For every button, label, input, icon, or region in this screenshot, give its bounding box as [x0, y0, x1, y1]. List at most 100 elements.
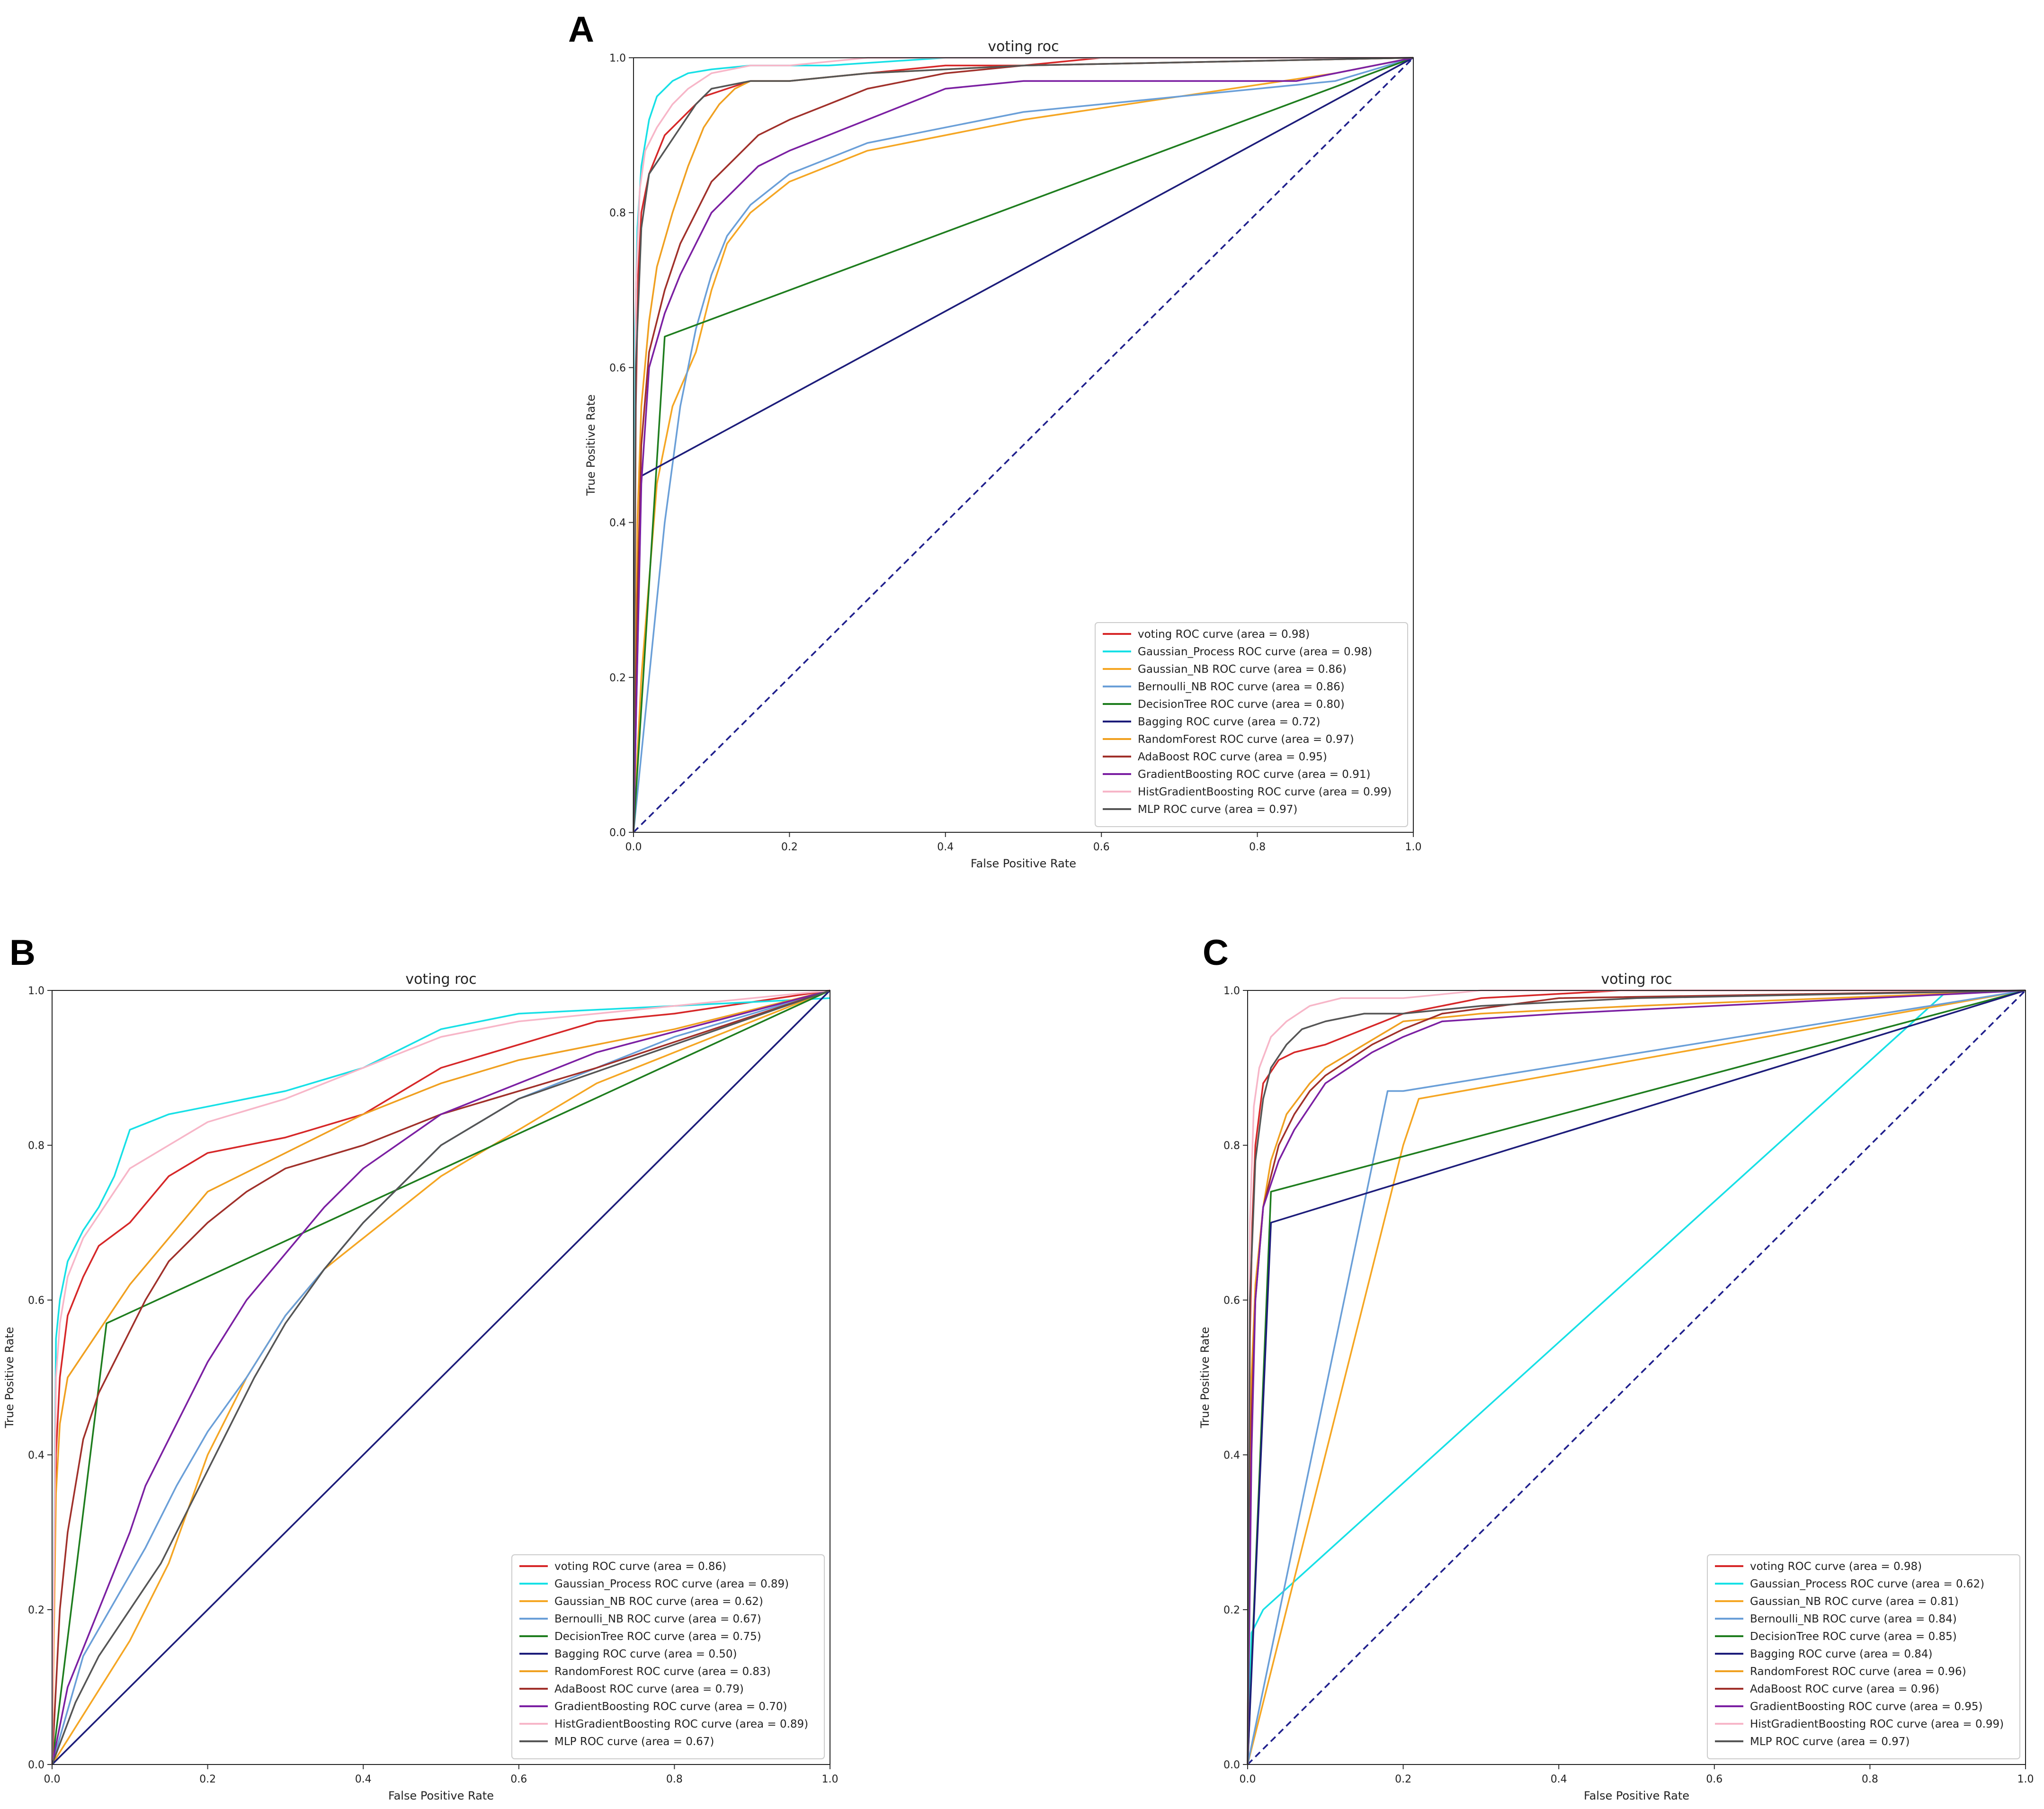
y-tick-label: 0.8 [609, 207, 626, 219]
legend-entry: DecisionTree ROC curve (area = 0.80) [1138, 698, 1345, 711]
x-tick-label: 0.8 [1862, 1773, 1878, 1785]
series-line [51, 989, 830, 1765]
legend-entry: GradientBoosting ROC curve (area = 0.70) [554, 1701, 787, 1713]
series-line [51, 989, 830, 1765]
y-tick-label: 0.6 [609, 362, 626, 374]
series-line [633, 57, 1414, 833]
x-tick-label: 0.2 [1395, 1773, 1411, 1785]
panel-letter: C [1203, 933, 1229, 973]
legend-entry: RandomForest ROC curve (area = 0.83) [554, 1666, 771, 1678]
y-tick-label: 0.2 [609, 672, 626, 684]
panel-letter: A [568, 9, 594, 50]
x-tick-label: 0.4 [355, 1773, 372, 1785]
y-tick-label: 0.2 [28, 1604, 45, 1616]
legend-entry: RandomForest ROC curve (area = 0.96) [1750, 1666, 1966, 1678]
y-tick-label: 0.6 [28, 1295, 45, 1307]
y-tick-label: 0.8 [1223, 1140, 1240, 1152]
legend: voting ROC curve (area = 0.98) Gaussian_P… [1095, 622, 1408, 827]
y-tick-label: 1.0 [28, 985, 45, 997]
x-axis-label: False Positive Rate [1584, 1789, 1689, 1802]
x-axis-label: False Positive Rate [971, 857, 1076, 870]
series-line [51, 989, 830, 1765]
y-axis-label: True Positive Rate [5, 1327, 16, 1429]
legend-entry: voting ROC curve (area = 0.98) [1750, 1560, 1922, 1573]
x-tick-label: 1.0 [1405, 841, 1422, 853]
y-tick-label: 0.4 [28, 1450, 45, 1461]
x-tick-label: 1.0 [2017, 1773, 2034, 1785]
legend-entry: HistGradientBoosting ROC curve (area = 0… [1138, 786, 1392, 798]
series-line [51, 997, 830, 1765]
chart-title: voting roc [1601, 971, 1672, 988]
x-tick-label: 0.6 [1706, 1773, 1723, 1785]
series-line [51, 989, 830, 1765]
series-line [51, 989, 830, 1765]
y-tick-label: 1.0 [609, 53, 626, 64]
x-tick-label: 1.0 [822, 1773, 839, 1785]
legend-entry: Gaussian_Process ROC curve (area = 0.62) [1750, 1578, 1984, 1590]
x-tick-label: 0.2 [781, 841, 798, 853]
legend-entry: DecisionTree ROC curve (area = 0.85) [1750, 1631, 1957, 1643]
legend-entry: GradientBoosting ROC curve (area = 0.95) [1750, 1701, 1982, 1713]
legend-box [1095, 622, 1408, 827]
x-tick-label: 0.0 [1240, 1773, 1256, 1785]
series-line [51, 989, 830, 1765]
legend-entry: HistGradientBoosting ROC curve (area = 0… [554, 1718, 808, 1730]
x-tick-label: 0.0 [625, 841, 642, 853]
y-tick-label: 0.2 [1223, 1604, 1240, 1616]
series-line [51, 989, 830, 1765]
series-line [633, 57, 1414, 833]
chance-diagonal-line [633, 57, 1414, 833]
y-tick-label: 1.0 [1223, 985, 1240, 997]
legend-entry: Bernoulli_NB ROC curve (area = 0.86) [1138, 681, 1345, 693]
legend-entry: Gaussian_NB ROC curve (area = 0.62) [554, 1595, 763, 1608]
series-line [633, 57, 1414, 833]
x-tick-label: 0.6 [510, 1773, 527, 1785]
y-tick-label: 0.4 [1223, 1450, 1240, 1461]
y-tick-label: 0.0 [609, 827, 626, 839]
legend-entry: RandomForest ROC curve (area = 0.97) [1138, 733, 1354, 746]
y-axis-label: True Positive Rate [1198, 1327, 1212, 1429]
series-line [633, 57, 1414, 833]
legend-entry: Gaussian_NB ROC curve (area = 0.81) [1750, 1595, 1959, 1608]
legend-entry: HistGradientBoosting ROC curve (area = 0… [1750, 1718, 2004, 1730]
legend-entry: Gaussian_Process ROC curve (area = 0.89) [554, 1578, 789, 1590]
plot-frame [52, 990, 830, 1765]
x-tick-label: 0.8 [1249, 841, 1266, 853]
y-tick-label: 0.0 [1223, 1759, 1240, 1771]
legend-entry: DecisionTree ROC curve (area = 0.75) [554, 1631, 761, 1643]
series-line [1247, 989, 2026, 1765]
y-axis-label: True Positive Rate [584, 394, 598, 496]
x-axis-label: False Positive Rate [388, 1789, 494, 1802]
legend-entry: MLP ROC curve (area = 0.97) [1138, 803, 1297, 816]
legend-entry: voting ROC curve (area = 0.98) [1138, 628, 1310, 641]
series-line [1247, 989, 2026, 1765]
chance-diagonal-line [1247, 989, 2026, 1765]
legend-entry: AdaBoost ROC curve (area = 0.96) [1750, 1683, 1939, 1695]
legend-entry: MLP ROC curve (area = 0.97) [1750, 1736, 1910, 1748]
series-line [633, 57, 1414, 833]
plot-frame [1247, 990, 2026, 1765]
legend-entry: Bagging ROC curve (area = 0.72) [1138, 716, 1321, 728]
legend: voting ROC curve (area = 0.86) Gaussian_P… [511, 1554, 825, 1759]
y-tick-label: 0.0 [28, 1759, 45, 1771]
series-line [51, 989, 831, 1765]
legend: voting ROC curve (area = 0.98) Gaussian_P… [1707, 1554, 2020, 1759]
series-line [1247, 989, 2026, 1765]
series-line [633, 57, 1414, 833]
panel-letter: B [9, 933, 36, 973]
series-line [1247, 989, 2026, 1765]
legend-entry: Bernoulli_NB ROC curve (area = 0.84) [1750, 1613, 1957, 1625]
y-tick-label: 0.4 [609, 517, 626, 529]
legend-entry: Gaussian_NB ROC curve (area = 0.86) [1138, 663, 1347, 676]
legend-entry: Gaussian_Process ROC curve (area = 0.98) [1138, 646, 1372, 658]
x-tick-label: 0.4 [937, 841, 954, 853]
y-tick-label: 0.8 [28, 1140, 45, 1152]
series-line [51, 989, 830, 1765]
x-tick-label: 0.4 [1551, 1773, 1567, 1785]
series-line [633, 57, 1413, 833]
x-tick-label: 0.8 [666, 1773, 683, 1785]
